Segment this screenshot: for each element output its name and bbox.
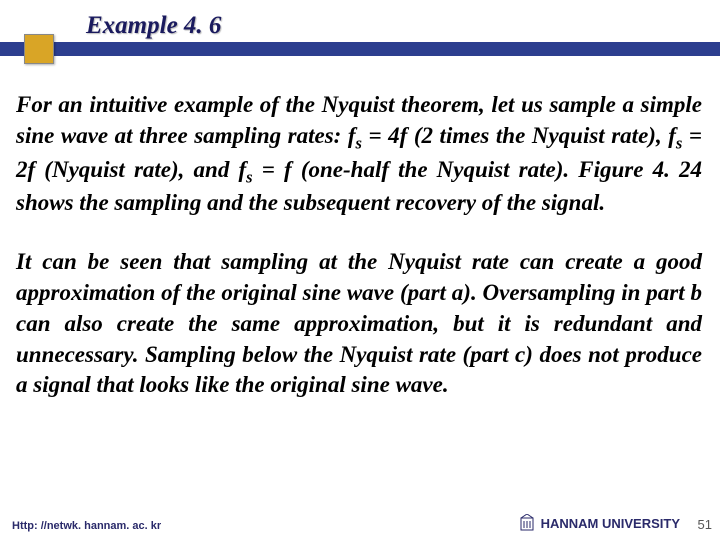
footer-university: HANNAM UNIVERSITY xyxy=(519,514,680,532)
page-number: 51 xyxy=(698,517,712,532)
university-logo-icon xyxy=(519,514,535,532)
slide-body: For an intuitive example of the Nyquist … xyxy=(0,58,720,439)
footer-university-text: HANNAM UNIVERSITY xyxy=(541,516,680,531)
paragraph-2: It can be seen that sampling at the Nyqu… xyxy=(16,247,702,401)
footer-url: Http: //netwk. hannam. ac. kr xyxy=(12,520,161,532)
slide-footer: Http: //netwk. hannam. ac. kr HANNAM UNI… xyxy=(0,512,720,534)
paragraph-1: For an intuitive example of the Nyquist … xyxy=(16,90,702,219)
header-bullet-block xyxy=(24,34,54,64)
header-blue-band xyxy=(0,42,720,56)
p1-text-b: = 4f (2 times the Nyquist rate), f xyxy=(362,123,676,148)
slide-title: Example 4. 6 xyxy=(86,12,221,40)
slide-header: Example 4. 6 xyxy=(0,0,720,58)
